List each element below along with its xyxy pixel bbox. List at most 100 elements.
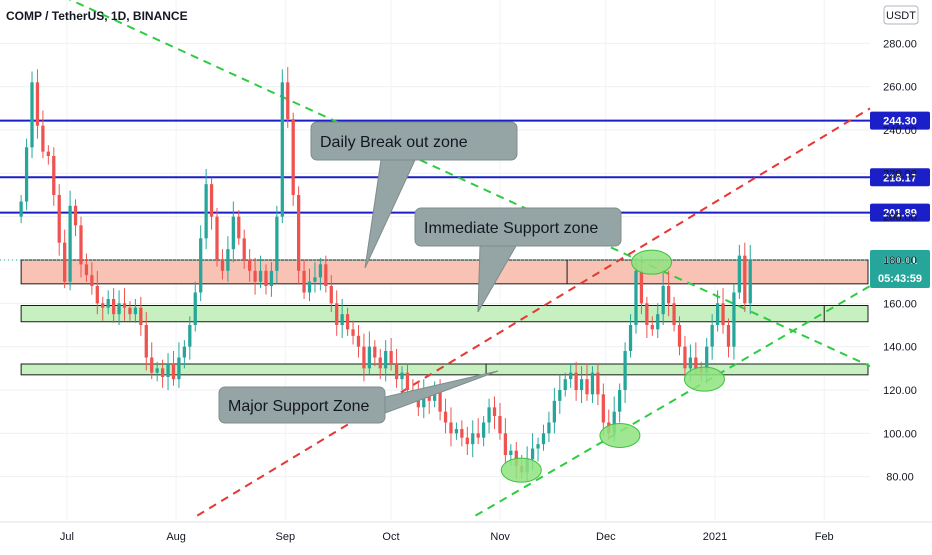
candle-body [378,357,382,369]
candle-body [155,368,159,373]
candle-body [220,260,225,271]
unit-badge[interactable]: USDT [883,5,919,25]
candle-body [340,314,344,325]
candle-body [41,125,45,152]
candle-body [302,270,306,293]
candle-body [139,307,143,325]
x-tick-label: Oct [382,531,399,543]
time-axis[interactable]: Jul Aug Sep Oct Nov Dec 2021 Feb [0,521,932,543]
candle-body [492,407,497,416]
candle-body [345,314,350,330]
candle-body [63,242,67,282]
y-tick-label: 80.00 [886,472,914,484]
candle-body [57,195,61,243]
y-tick-label: 240.00 [883,125,917,137]
candle-body [318,264,323,278]
candle-body [590,372,595,395]
y-tick-label: 180.00 [883,255,917,267]
candle-body [356,335,361,347]
candle-body [618,390,622,412]
candle-body [471,433,475,445]
candle-body [204,184,208,239]
candle-body [541,433,546,445]
candle-body [503,433,508,455]
candle-body [623,351,627,390]
candle-body [199,238,203,293]
candle-body [160,368,165,377]
candle-body [465,437,469,445]
candle-body [666,286,671,304]
candle-body [258,270,263,282]
candle-body [84,264,89,276]
descending-trend-line [68,0,871,368]
candle-body [694,357,698,369]
resistance-trend-line [196,107,871,517]
y-tick-label: 220.00 [883,168,917,180]
candle-body [144,325,148,358]
y-tick-label: 260.00 [883,82,917,94]
candle-body [732,292,736,347]
candle-body [242,238,246,260]
candle-body [547,422,551,434]
candle-body [24,147,29,202]
x-tick-label: Jul [60,531,74,543]
x-tick-label: Dec [596,531,616,543]
candle-body [248,260,252,271]
callout-box [218,386,386,424]
y-tick-label: 200.00 [883,212,917,224]
candle-body [112,299,116,315]
candle-body [536,444,540,449]
candle-body [563,379,567,390]
candle-body [487,407,491,423]
candle-body [30,82,34,148]
candle-body [677,325,682,347]
x-tick-label: Nov [490,531,510,543]
candle-body [585,379,589,395]
candle-body [209,184,214,217]
x-tick-label: Aug [166,531,186,543]
candle-body [601,394,605,423]
highlight-ellipse [599,423,641,448]
candle-body [433,390,437,401]
candle-body [351,329,355,336]
candle-body [313,277,317,282]
candle-body [481,422,486,438]
callouts: Daily Break out zone Immediate Support zo… [218,121,622,424]
level-price-label: 218.17 [883,172,917,184]
candle-body [394,364,399,380]
candle-body [95,286,99,304]
candle-body [645,303,649,325]
candle-body [449,422,453,434]
candle-body [405,372,410,390]
candle-body [530,448,535,460]
candle-body [324,264,328,286]
candle-body [177,357,181,380]
candle-body [329,286,333,304]
candle-body [737,255,741,293]
callout-box [310,121,518,161]
countdown-label: 05:43:59 [878,273,922,285]
candle-body [275,216,279,271]
candle-body [166,364,170,377]
candle-body [705,346,709,373]
candle-body [307,281,312,293]
candle-body [569,372,573,380]
candle-body [19,201,23,217]
candle-body [422,394,426,408]
highlight-ellipses [500,249,725,483]
candle-body [362,346,366,369]
candle-body [443,411,448,423]
candle-body [438,390,442,412]
candle-body [476,433,480,438]
candle-body [427,394,431,401]
candle-body [628,325,633,351]
highlight-ellipse [683,366,725,392]
level-price-tag [870,111,930,130]
candle-body [656,314,660,330]
candle-body [35,82,40,126]
candle-body [226,249,230,271]
price-axis[interactable]: 280.00 260.00 240.00 220.00 200.00 180.00 160.… [870,0,932,550]
candle-body [715,303,720,325]
